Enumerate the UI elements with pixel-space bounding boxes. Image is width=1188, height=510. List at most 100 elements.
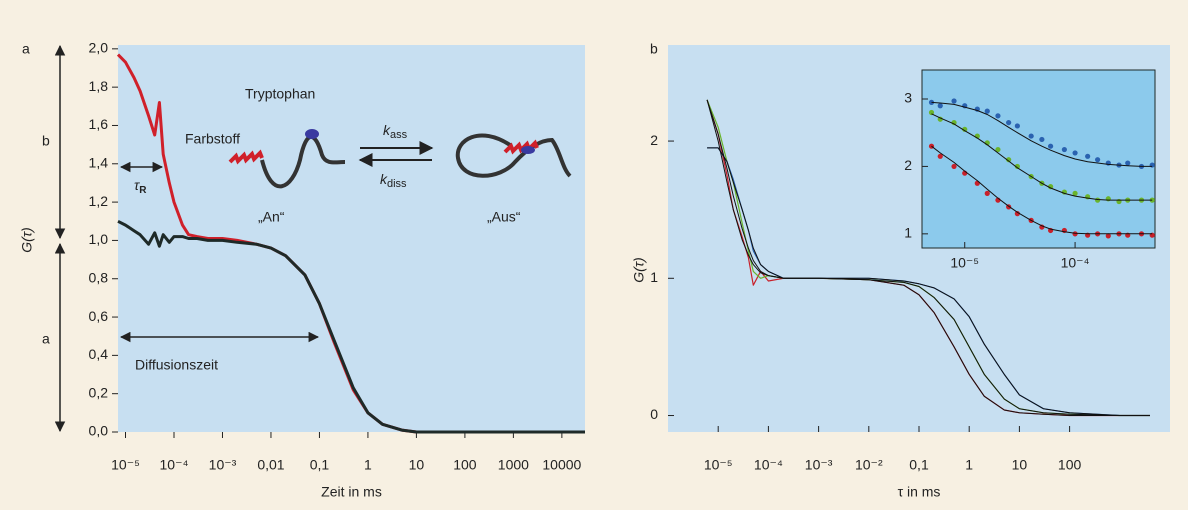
series-line xyxy=(706,99,1150,416)
x-tick-label: 0,01 xyxy=(257,457,284,473)
x-tick-label: 0,1 xyxy=(310,457,330,473)
y-tick-label: 0,0 xyxy=(89,423,109,439)
series-line xyxy=(931,145,1153,235)
data-point xyxy=(984,190,990,196)
x-tick-label: 10⁻³ xyxy=(209,457,237,473)
annotation: Diffusionszeit xyxy=(135,357,218,373)
plot-area xyxy=(921,69,1156,249)
data-point xyxy=(1072,150,1078,156)
x-tick-label: 10⁻⁴ xyxy=(754,457,783,473)
chart-1: 0 1 2 10⁻⁵ 10⁻⁴ 10⁻³ 10⁻² 0,1 1 10 100 τ in ms G(τ) xyxy=(631,99,1150,500)
data-point xyxy=(1085,153,1091,159)
y-axis-label: G(τ) xyxy=(631,257,647,282)
plots: 0,0 0,2 0,4 0,6 0,8 1,0 1,2 1,4 1,6 1,8 2,0 10⁻⁵ 10⁻… xyxy=(19,40,1170,500)
data-point xyxy=(951,98,957,104)
x-tick-label: 1 xyxy=(965,457,973,473)
data-point xyxy=(1047,143,1054,149)
chart-0: 0,0 0,2 0,4 0,6 0,8 1,0 1,2 1,4 1,6 1,8 2,0 10⁻⁵ 10⁻… xyxy=(19,40,585,500)
data-point xyxy=(937,153,943,159)
y-tick-label: 2,0 xyxy=(89,40,109,56)
data-point xyxy=(928,109,935,116)
symbol: k xyxy=(380,171,388,187)
data-point xyxy=(1072,231,1078,237)
data-point xyxy=(1095,157,1101,163)
chart-2: 1 2 3 10⁻⁵ 10⁻⁴ xyxy=(904,90,1155,271)
x-tick-label: 10⁻⁴ xyxy=(1061,255,1090,271)
y-tick-label: 1 xyxy=(650,269,658,285)
x-tick-label: 10000 xyxy=(542,457,581,473)
annotations: a b b a τR Farbstoff Tryptophan „An“ „Au… xyxy=(22,41,658,433)
data-point xyxy=(1028,133,1034,139)
data-point xyxy=(1014,211,1020,217)
y-tick-label: 1 xyxy=(904,225,912,241)
data-point xyxy=(1095,197,1101,203)
data-point xyxy=(951,163,957,170)
symbol: τ xyxy=(134,177,140,193)
y-tick-label: 3 xyxy=(904,90,912,106)
data-point xyxy=(995,146,1001,153)
x-tick-label: 100 xyxy=(1058,457,1082,473)
y-tick-label: 0,8 xyxy=(89,269,109,285)
data-point xyxy=(1125,160,1131,166)
annotation: „An“ xyxy=(258,209,285,225)
x-tick-label: 10⁻³ xyxy=(805,457,833,473)
y-tick-label: 2 xyxy=(904,157,912,173)
x-tick-label: 10⁻⁵ xyxy=(111,457,140,473)
x-tick-label: 10⁻⁵ xyxy=(950,255,979,271)
series-line xyxy=(931,101,1153,167)
y-tick-label: 1,6 xyxy=(89,116,109,132)
annotation: „Aus“ xyxy=(487,209,521,225)
x-tick-label: 0,1 xyxy=(909,457,929,473)
x-axis-label: τ in ms xyxy=(898,484,941,500)
peptide-glyph xyxy=(260,134,346,189)
x-tick-label: 1 xyxy=(364,457,372,473)
range-label: b xyxy=(42,133,50,149)
data-point xyxy=(1105,196,1111,202)
subscript: ass xyxy=(390,129,408,141)
data-point xyxy=(1061,146,1067,153)
data-point xyxy=(984,108,990,114)
annotation: Tryptophan xyxy=(245,86,315,102)
y-tick-label: 0,4 xyxy=(89,346,109,362)
symbol: k xyxy=(383,122,391,138)
data-point xyxy=(1149,197,1155,203)
data-point xyxy=(995,113,1001,119)
data-point xyxy=(1014,163,1020,170)
y-tick-label: 1,8 xyxy=(89,78,109,94)
x-tick-label: 10⁻⁴ xyxy=(160,457,189,473)
y-tick-label: 1,0 xyxy=(89,231,109,247)
data-point xyxy=(1006,157,1012,163)
subscript: diss xyxy=(387,178,407,190)
rate-label: kdiss xyxy=(380,171,407,190)
series-line xyxy=(117,219,585,434)
tryptophan-glyph xyxy=(305,129,319,139)
y-tick-label: 2 xyxy=(650,132,658,148)
data-point xyxy=(962,126,968,132)
data-point xyxy=(937,116,943,122)
data-point xyxy=(937,103,943,109)
series-line xyxy=(931,113,1153,201)
y-tick-label: 1,4 xyxy=(89,154,109,170)
data-point xyxy=(1039,136,1045,143)
data-point xyxy=(1047,184,1054,190)
y-tick-label: 0,6 xyxy=(89,308,109,324)
x-tick-label: 1000 xyxy=(498,457,529,473)
tryptophan-glyph xyxy=(521,146,535,154)
rate-label: kass xyxy=(383,122,408,141)
y-tick-label: 1,2 xyxy=(89,193,109,209)
data-point xyxy=(1014,123,1020,129)
x-tick-label: 100 xyxy=(453,457,477,473)
subscript: R xyxy=(139,185,147,196)
data-point xyxy=(1006,119,1012,126)
y-axis-label: G(τ) xyxy=(19,227,35,252)
series-line xyxy=(707,147,1150,416)
tau-r-label: τR xyxy=(134,177,147,196)
data-point xyxy=(974,180,980,186)
x-tick-label: 10 xyxy=(409,457,425,473)
x-tick-label: 10⁻² xyxy=(855,457,883,473)
panel-letter: a xyxy=(22,41,30,57)
annotation: Farbstoff xyxy=(185,131,240,147)
data-point xyxy=(1105,233,1111,239)
panel-letter: b xyxy=(650,41,658,57)
